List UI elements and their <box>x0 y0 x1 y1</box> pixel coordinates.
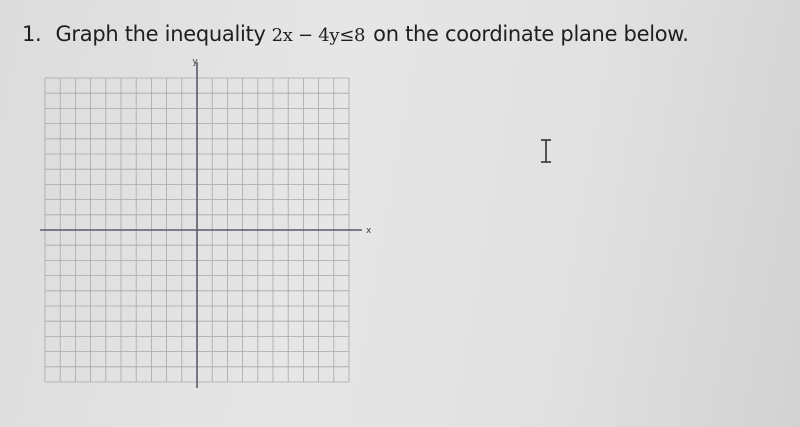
question-text: on the coordinate plane below. <box>373 22 689 46</box>
text-cursor <box>541 139 551 163</box>
y-axis-label: y <box>192 57 198 67</box>
question: 1. Graph the inequality 2x − 4y≤8 on the co… <box>22 22 695 46</box>
question-text: Graph the inequality <box>55 22 266 46</box>
inequality: 2x − 4y≤8 <box>271 25 366 46</box>
question-number: 1. <box>22 22 42 46</box>
x-axis-label: x <box>366 226 372 236</box>
